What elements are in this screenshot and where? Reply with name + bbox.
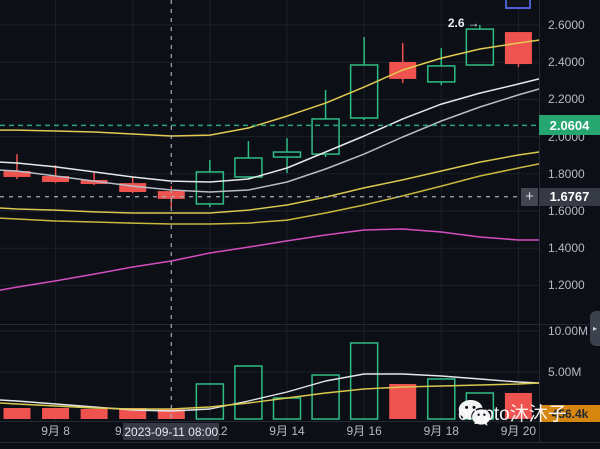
panel-collapse-handle[interactable]: ▸ [590,311,600,346]
ma-yellow-slow [0,163,540,225]
candle [504,32,532,65]
crosshair-and-price-line [0,0,539,421]
price-line-badge: 2.0604 [539,115,600,136]
ma-gray [0,88,540,193]
volume-bar [311,374,340,420]
wechat-icon [458,400,491,426]
ma-pink [0,228,540,291]
gridlines [0,0,539,421]
arrow-right-icon: → [467,16,480,30]
candle [80,179,108,185]
volume-bar [195,383,225,420]
volume-bar [234,365,263,420]
volume-bars [3,342,532,420]
candle [42,176,70,182]
volume-bar [389,383,417,419]
vol-ma-white [0,373,540,412]
candle [349,64,379,119]
candle [272,151,302,158]
ma-white [0,78,540,183]
high-price-value: 2.6 [447,16,465,30]
volume-bar [3,407,31,419]
high-price-marker: 2.6 → [448,16,480,30]
ma-yellow-mid [0,151,540,214]
watermark: crypto沐沐子 [458,399,567,426]
ma-yellow-fast [0,39,540,137]
candle [234,157,263,178]
volume-bar [427,378,456,420]
candle [157,191,185,199]
volume-bar [504,392,532,419]
volume-bar [119,407,147,419]
crosshair-date-badge: 2023-09-11 08:00 [123,423,220,440]
crosshair-volume-badge: 456.4k [540,405,600,423]
chevron-right-icon: ▸ [592,324,597,333]
volume-bar [349,342,379,420]
candle [427,65,456,83]
clipped-order-marker [505,0,531,9]
candle [311,118,340,155]
crosshair-price-badge: 1.6767 [539,187,600,206]
volume-bar [80,408,108,419]
volume-ma-lines [0,373,540,412]
price-ma-lines [0,39,540,291]
vol-ma-yellow [0,382,540,410]
candle [119,183,147,193]
candle [195,171,225,205]
crosshair-plus-icon[interactable]: + [521,187,538,206]
candle [3,171,31,177]
volume-bar [42,407,70,419]
